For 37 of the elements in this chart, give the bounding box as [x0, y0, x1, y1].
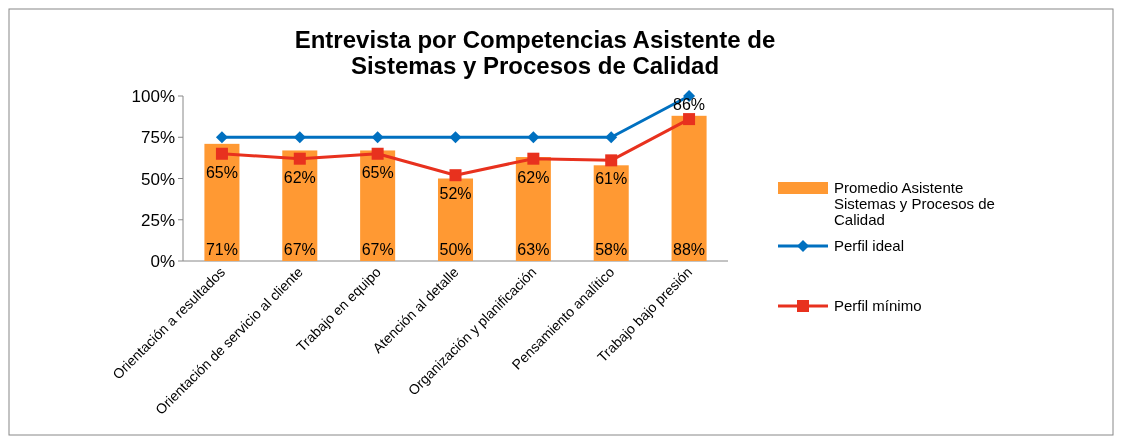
- data-label: 67%: [283, 241, 316, 258]
- bar: [671, 115, 707, 261]
- point: [215, 147, 228, 160]
- data-label: 62%: [517, 168, 550, 186]
- y-tick-label: 50%: [140, 169, 175, 189]
- data-label: 63%: [517, 241, 550, 258]
- chart-title: Entrevista por Competencias Asistente de Sistemas y Procesos de Calidad: [294, 26, 776, 79]
- point: [371, 131, 384, 144]
- point: [605, 154, 618, 167]
- point: [449, 169, 462, 182]
- y-tick-label: 100%: [131, 87, 175, 106]
- point: [215, 131, 228, 144]
- data-label: 62%: [283, 168, 316, 186]
- point: [293, 131, 306, 144]
- data-label: 52%: [439, 185, 472, 203]
- data-label: 71%: [205, 241, 238, 258]
- data-label: 65%: [205, 163, 238, 181]
- legend-label: Promedio Asistente Sistemas y Procesos de Calidad: [834, 179, 995, 228]
- y-tick-label: 0%: [150, 252, 175, 271]
- legend-label: Perfil mínimo: [834, 297, 922, 314]
- point: [293, 152, 306, 165]
- data-label: 50%: [439, 241, 472, 258]
- data-label: 67%: [361, 241, 394, 258]
- legend-label: Perfil ideal: [834, 237, 905, 254]
- y-tick-label: 25%: [140, 210, 175, 230]
- point: [527, 131, 540, 144]
- point: [605, 131, 618, 144]
- data-label: 88%: [673, 241, 706, 258]
- point: [449, 131, 462, 144]
- data-label: 58%: [595, 241, 628, 258]
- data-label: 86%: [673, 96, 706, 114]
- y-tick-label: 75%: [140, 128, 175, 148]
- data-label: 61%: [595, 170, 628, 188]
- point: [371, 147, 384, 160]
- point: [683, 113, 696, 126]
- point: [527, 152, 540, 165]
- data-label: 65%: [361, 163, 394, 181]
